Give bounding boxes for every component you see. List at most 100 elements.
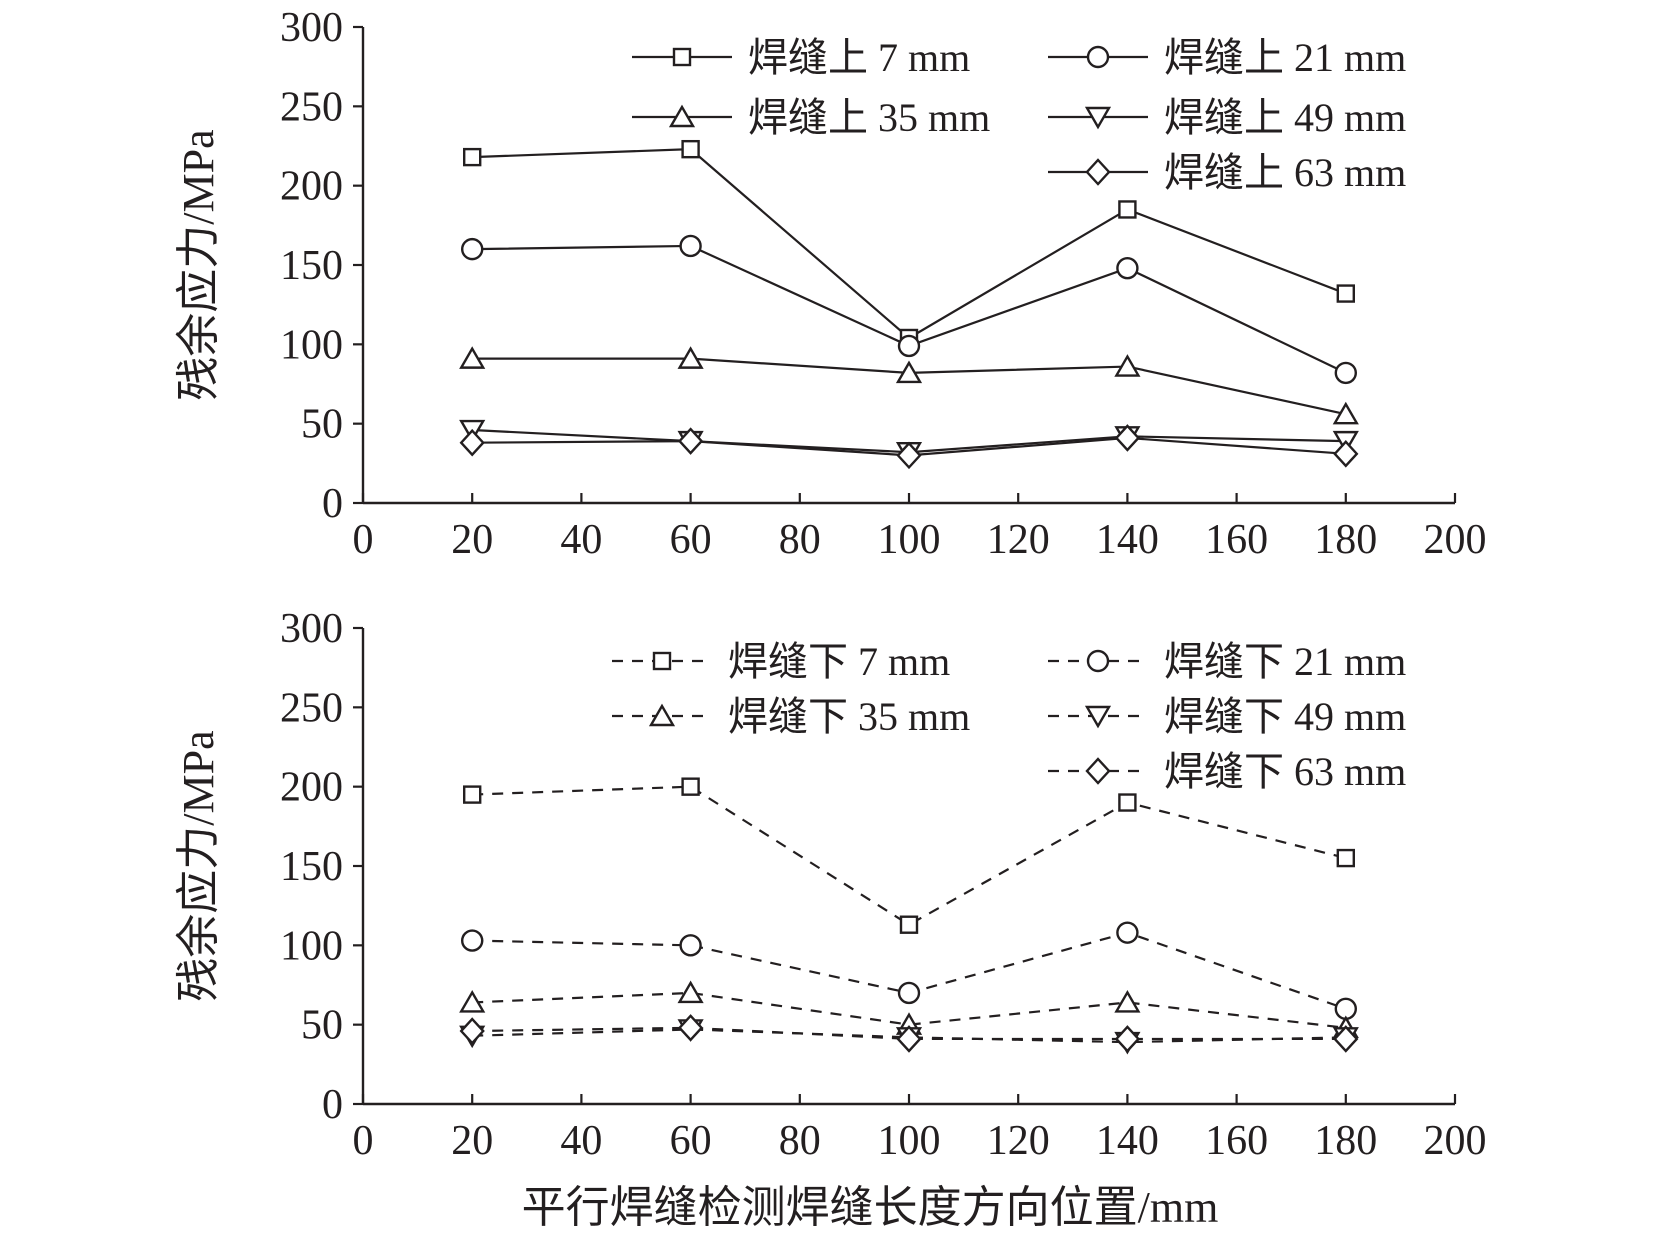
y-tick-label: 200 <box>280 765 343 811</box>
data-point-square <box>463 785 482 804</box>
legend-entry: 焊缝下 49 mm <box>1048 694 1406 739</box>
x-tick-label: 200 <box>1424 1118 1487 1164</box>
legend-label: 焊缝下 49 mm <box>1164 694 1406 739</box>
data-point-triangle-up <box>895 360 923 384</box>
data-point-diamond <box>896 441 922 470</box>
data-point-diamond <box>1333 1025 1359 1053</box>
data-point-square <box>463 147 482 167</box>
data-point-circle <box>1334 361 1358 385</box>
legend-entry: 焊缝上 7 mm <box>632 35 970 80</box>
legend-entry: 焊缝上 21 mm <box>1048 35 1406 80</box>
y-tick-label: 0 <box>322 481 343 527</box>
series-square <box>463 777 1356 934</box>
y-tick-label: 50 <box>301 402 343 448</box>
x-tick-label: 180 <box>1314 517 1377 563</box>
data-point-circle <box>1116 256 1139 280</box>
x-tick-label: 160 <box>1205 1118 1268 1164</box>
y-tick-label: 250 <box>280 84 343 130</box>
data-point-circle <box>679 934 702 957</box>
x-tick-label: 100 <box>878 1118 941 1164</box>
data-point-triangle-up <box>459 990 486 1013</box>
legend-entry: 焊缝下 21 mm <box>1048 639 1406 684</box>
x-tick-label: 20 <box>451 1118 493 1164</box>
data-point-square <box>681 777 700 796</box>
data-point-square <box>1336 848 1356 868</box>
legend-marker-diamond <box>1085 158 1111 186</box>
legend-marker-triangle-down <box>1084 106 1112 130</box>
legend-label: 焊缝上 21 mm <box>1164 35 1406 80</box>
data-point-circle <box>679 234 702 258</box>
series-line <box>472 1028 1346 1044</box>
data-point-diamond <box>1114 1025 1141 1053</box>
series-diamond <box>459 1014 1359 1053</box>
x-tick-label: 80 <box>779 517 821 563</box>
legend-marker-square <box>652 651 672 671</box>
chart-panel-2: 0 20 40 60 80 100 120 140 160 180 200 0 50 100 150 200 2… <box>174 606 1487 1232</box>
y-tick-label: 50 <box>301 1003 343 1049</box>
series-triangle-up <box>459 980 1359 1039</box>
data-point-triangle-up <box>1332 401 1359 425</box>
x-axis-title: 平行焊缝检测焊缝长度方向位置/mm <box>522 1183 1219 1232</box>
data-point-circle <box>1116 921 1139 944</box>
x-tick-label: 0 <box>353 517 374 563</box>
data-point-square <box>1336 284 1356 303</box>
legend-marker-circle <box>1086 45 1110 69</box>
x-tick-label: 40 <box>560 517 602 563</box>
data-point-square <box>681 139 700 159</box>
legend-marker-triangle-up <box>648 703 676 727</box>
data-point-triangle-up <box>677 980 704 1004</box>
x-tick-label: 120 <box>987 1118 1050 1164</box>
legend-label: 焊缝下 21 mm <box>1164 639 1406 684</box>
y-tick-label: 150 <box>280 844 343 890</box>
y-tick-label: 150 <box>280 243 343 289</box>
x-tick-label: 160 <box>1205 517 1268 563</box>
legend-marker-diamond <box>1085 757 1111 785</box>
data-point-square <box>1118 200 1137 219</box>
series-line <box>472 785 1347 926</box>
data-point-diamond <box>1333 440 1359 468</box>
series-line <box>472 991 1346 1029</box>
x-tick-label: 60 <box>670 1118 712 1164</box>
data-point-diamond <box>459 1017 485 1045</box>
x-tick-label: 200 <box>1424 517 1487 563</box>
data-point-triangle-up <box>1114 990 1141 1013</box>
data-point-circle <box>461 237 484 261</box>
legend-marker-circle <box>1086 649 1110 673</box>
legend-entry: 焊缝下 35 mm <box>612 694 970 739</box>
data-point-diamond <box>677 427 704 455</box>
y-axis-title: 残余应力/MPa <box>174 730 223 1001</box>
data-point-triangle-up <box>677 346 704 369</box>
data-point-triangle-up <box>1114 354 1141 377</box>
y-tick-label: 300 <box>280 606 343 652</box>
series-diamond <box>459 424 1359 470</box>
legend-entry: 焊缝下 7 mm <box>612 639 950 684</box>
data-point-circle <box>897 981 921 1005</box>
series-circle <box>461 921 1358 1020</box>
x-tick-label: 140 <box>1096 517 1159 563</box>
x-tick-label: 180 <box>1314 1118 1377 1164</box>
data-point-triangle-up <box>459 346 486 369</box>
data-point-diamond <box>677 1014 704 1042</box>
series-line <box>472 1026 1346 1041</box>
y-tick-label: 300 <box>280 5 343 51</box>
legend-label: 焊缝下 7 mm <box>728 639 950 684</box>
data-point-circle <box>461 929 484 952</box>
y-tick-label: 200 <box>280 164 343 210</box>
y-tick-label: 100 <box>280 322 343 368</box>
legend-label: 焊缝上 49 mm <box>1164 95 1406 140</box>
y-tick-label: 100 <box>280 923 343 969</box>
legend-label: 焊缝下 63 mm <box>1164 749 1406 794</box>
y-axis-title: 残余应力/MPa <box>174 129 223 400</box>
legend-entry: 焊缝上 35 mm <box>632 95 990 140</box>
legend-label: 焊缝上 63 mm <box>1164 150 1406 195</box>
x-tick-label: 80 <box>779 1118 821 1164</box>
y-tick-label: 0 <box>322 1082 343 1128</box>
x-tick-label: 100 <box>878 517 941 563</box>
data-point-diamond <box>896 1025 922 1053</box>
legend-label: 焊缝上 35 mm <box>748 95 990 140</box>
legend-marker-square <box>672 47 692 67</box>
data-point-circle <box>897 334 921 358</box>
x-tick-label: 60 <box>670 517 712 563</box>
